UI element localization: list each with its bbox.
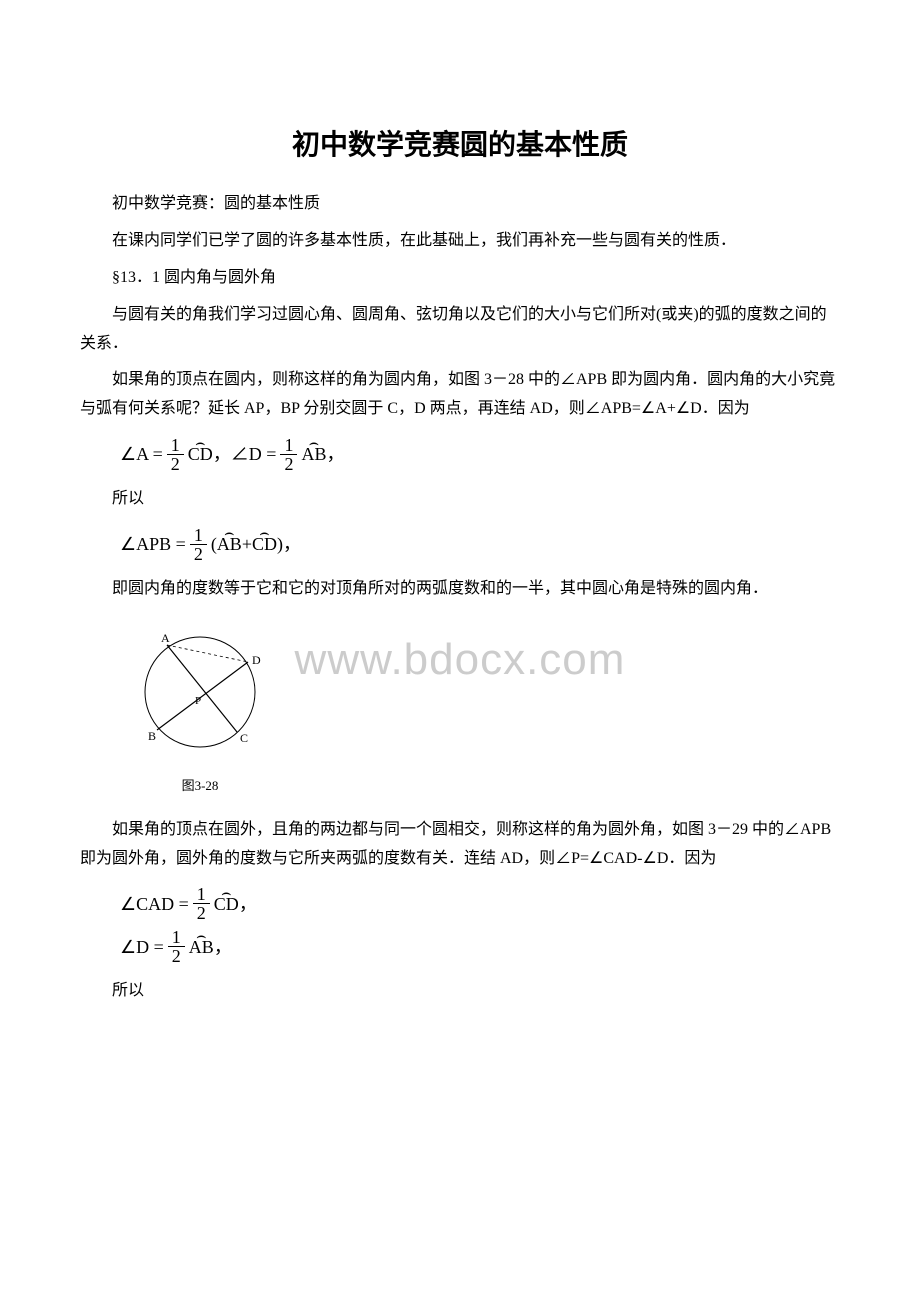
- arc-cd: CD: [214, 888, 239, 920]
- arc-ab: AB: [301, 438, 326, 470]
- circle-diagram-svg: A D B C P: [120, 622, 280, 762]
- formula-text: ，: [239, 888, 257, 920]
- formula-text: ∠CAD =: [120, 888, 189, 920]
- formula-1: ∠A = 1 2 CD ，∠D = 1 2 AB ，: [120, 436, 840, 473]
- para-4: 即圆内角的度数等于它和它的对顶角所对的两弧度数和的一半，其中圆心角是特殊的圆内角…: [80, 575, 840, 604]
- fraction: 1 2: [190, 526, 207, 563]
- arc-cd: CD: [188, 438, 213, 470]
- formula-text: ∠A =: [120, 438, 163, 470]
- diagram-label-c: C: [240, 731, 248, 745]
- denominator: 2: [193, 904, 210, 922]
- diagram-3-28: A D B C P 图3-28: [120, 622, 840, 798]
- formula-text: ，: [214, 931, 232, 963]
- arc-cd: CD: [252, 528, 277, 560]
- document-content: 初中数学竞赛圆的基本性质 初中数学竞赛：圆的基本性质 在课内同学们已学了圆的许多…: [80, 120, 840, 1006]
- formula-4: ∠D = 1 2 AB ，: [120, 928, 840, 965]
- para-5: 如果角的顶点在圆外，且角的两边都与同一个圆相交，则称这样的角为圆外角，如图 3－…: [80, 816, 840, 874]
- formula-3: ∠CAD = 1 2 CD ，: [120, 885, 840, 922]
- para-suoyi-2: 所以: [80, 977, 840, 1006]
- formula-text: ∠D =: [120, 931, 164, 963]
- para-3: 如果角的顶点在圆内，则称这样的角为圆内角，如图 3－28 中的∠APB 即为圆内…: [80, 366, 840, 424]
- formula-text: ，: [326, 438, 344, 470]
- denominator: 2: [190, 545, 207, 563]
- formula-text: ∠APB =: [120, 528, 186, 560]
- arc-ab: AB: [189, 931, 214, 963]
- numerator: 1: [280, 436, 297, 455]
- diagram-caption: 图3-28: [120, 774, 280, 797]
- section-heading: §13．1 圆内角与圆外角: [80, 264, 840, 293]
- fraction: 1 2: [168, 928, 185, 965]
- diagram-label-p: P: [195, 695, 201, 707]
- numerator: 1: [168, 928, 185, 947]
- fraction: 1 2: [167, 436, 184, 473]
- diagram-label-a: A: [161, 631, 170, 645]
- fraction: 1 2: [193, 885, 210, 922]
- numerator: 1: [167, 436, 184, 455]
- denominator: 2: [167, 455, 184, 473]
- diagram-label-b: B: [148, 729, 156, 743]
- page-title: 初中数学竞赛圆的基本性质: [80, 120, 840, 170]
- numerator: 1: [193, 885, 210, 904]
- para-suoyi: 所以: [80, 485, 840, 514]
- formula-text: +: [242, 528, 252, 560]
- arc-ab: AB: [217, 528, 242, 560]
- denominator: 2: [280, 455, 297, 473]
- fraction: 1 2: [280, 436, 297, 473]
- subtitle-line: 初中数学竞赛：圆的基本性质: [80, 190, 840, 219]
- numerator: 1: [190, 526, 207, 545]
- denominator: 2: [168, 947, 185, 965]
- formula-text: )，: [277, 528, 301, 560]
- diagram-label-d: D: [252, 653, 261, 667]
- formula-2: ∠APB = 1 2 ( AB + CD )，: [120, 526, 840, 563]
- para-2: 与圆有关的角我们学习过圆心角、圆周角、弦切角以及它们的大小与它们所对(或夹)的弧…: [80, 301, 840, 359]
- formula-text: ，∠D =: [213, 438, 277, 470]
- para-intro: 在课内同学们已学了圆的许多基本性质，在此基础上，我们再补充一些与圆有关的性质．: [80, 227, 840, 256]
- formula-block-3: ∠CAD = 1 2 CD ， ∠D = 1 2 AB ，: [120, 885, 840, 965]
